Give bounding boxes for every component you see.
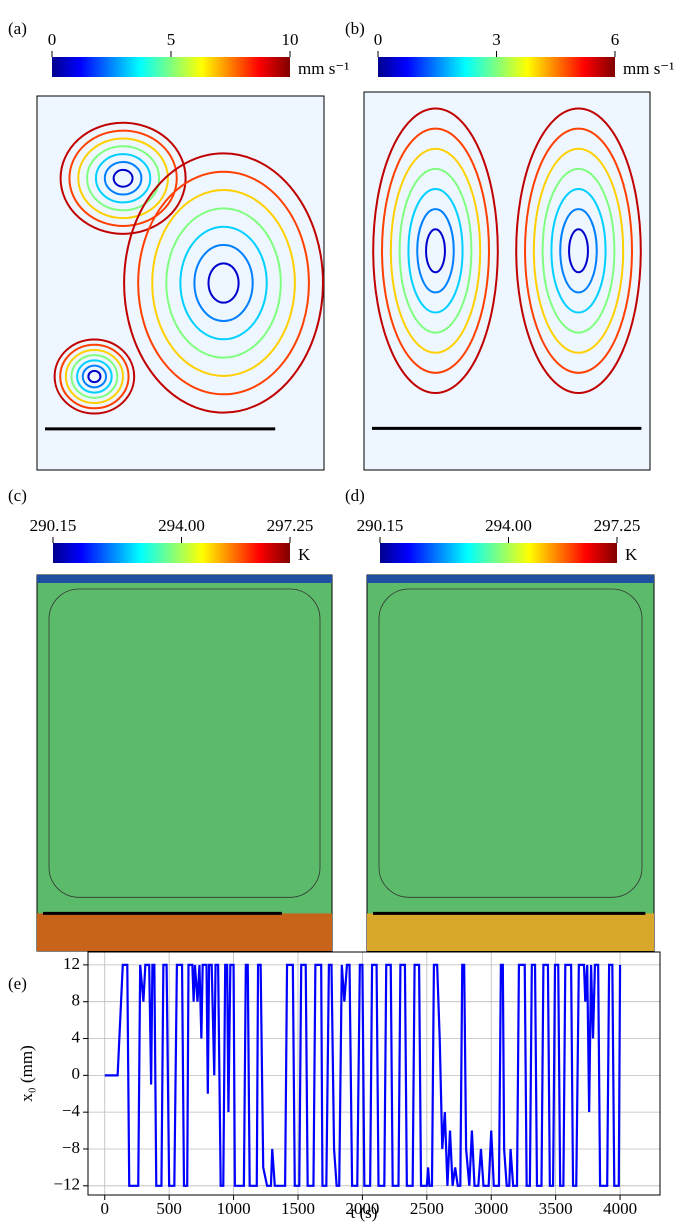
streamline bbox=[559, 208, 598, 294]
streamline bbox=[59, 343, 130, 410]
x-tick-label: 3500 bbox=[539, 1199, 573, 1218]
streamline bbox=[137, 170, 310, 396]
colorbar-tick-label: 3 bbox=[492, 30, 501, 49]
y-tick-label: 4 bbox=[72, 1027, 81, 1046]
streamline bbox=[112, 168, 134, 188]
colorbar-tick-label: 290.15 bbox=[357, 516, 404, 535]
x-tick-label: 4000 bbox=[603, 1199, 637, 1218]
colorbar-unit: K bbox=[625, 545, 638, 564]
streamline bbox=[372, 107, 499, 394]
colorbar bbox=[380, 543, 617, 563]
y-tick-label: 0 bbox=[72, 1064, 81, 1083]
streamline bbox=[524, 127, 633, 374]
y-tick-label: 12 bbox=[63, 954, 80, 973]
colorbar-tick-label: 0 bbox=[48, 30, 57, 49]
colorbar bbox=[53, 543, 290, 563]
y-tick-label: 8 bbox=[72, 991, 81, 1010]
streamline bbox=[416, 208, 455, 294]
streamline bbox=[103, 161, 143, 196]
streamline bbox=[389, 147, 482, 354]
streamline bbox=[123, 152, 324, 414]
streamline bbox=[151, 189, 296, 377]
colorbar-unit: mm s⁻¹ bbox=[298, 59, 349, 78]
streamline bbox=[53, 338, 136, 415]
streamline bbox=[87, 369, 102, 384]
panel-label: (b) bbox=[345, 19, 365, 38]
cold-layer bbox=[367, 575, 654, 583]
x-tick-label: 0 bbox=[100, 1199, 109, 1218]
streamline bbox=[407, 187, 464, 314]
colorbar-unit: K bbox=[298, 545, 311, 564]
streamline bbox=[68, 129, 178, 227]
streamline bbox=[86, 145, 161, 212]
data-line bbox=[104, 963, 622, 1187]
streamline bbox=[425, 228, 446, 274]
field-image bbox=[36, 95, 325, 471]
streamline bbox=[76, 359, 113, 394]
streamline bbox=[532, 147, 625, 354]
streamline bbox=[59, 121, 187, 235]
field-image bbox=[366, 574, 655, 952]
y-axis-label: x₀ (mm) bbox=[17, 1045, 36, 1101]
colorbar-tick-label: 297.25 bbox=[267, 516, 314, 535]
x-tick-label: 2000 bbox=[345, 1199, 379, 1218]
field-background bbox=[366, 574, 655, 952]
colorbar-unit: mm s⁻¹ bbox=[623, 59, 674, 78]
cold-layer bbox=[37, 575, 332, 583]
colorbar-tick-label: 294.00 bbox=[485, 516, 532, 535]
y-tick-label: −12 bbox=[53, 1175, 80, 1194]
x-tick-label: 3000 bbox=[474, 1199, 508, 1218]
panel-label: (e) bbox=[8, 974, 27, 993]
colorbar-tick-label: 10 bbox=[282, 30, 299, 49]
hot-layer bbox=[37, 913, 332, 951]
hot-layer bbox=[367, 913, 654, 951]
streamline bbox=[398, 167, 473, 334]
streamline bbox=[568, 228, 589, 274]
streamline bbox=[77, 137, 169, 220]
streamline bbox=[193, 244, 254, 322]
plot-frame bbox=[87, 951, 661, 1196]
streamline bbox=[207, 262, 240, 304]
streamline bbox=[165, 207, 282, 359]
field-image bbox=[36, 574, 333, 952]
colorbar-tick-label: 297.25 bbox=[594, 516, 641, 535]
x-axis-label: t (s) bbox=[351, 1203, 378, 1222]
colorbar bbox=[52, 57, 290, 77]
panel-label: (c) bbox=[8, 486, 27, 505]
x-tick-label: 500 bbox=[156, 1199, 182, 1218]
streamline bbox=[381, 127, 490, 374]
isotherm bbox=[378, 588, 643, 898]
streamline bbox=[81, 364, 108, 389]
streamline bbox=[70, 354, 119, 399]
isotherm bbox=[48, 588, 321, 898]
streamline bbox=[64, 348, 124, 405]
colorbar-tick-label: 5 bbox=[167, 30, 176, 49]
colorbar bbox=[378, 57, 615, 77]
streamline bbox=[550, 187, 607, 314]
x-tick-label: 1000 bbox=[217, 1199, 251, 1218]
field-image bbox=[363, 91, 651, 471]
field-background bbox=[36, 574, 333, 952]
colorbar-tick-label: 6 bbox=[611, 30, 620, 49]
streamline bbox=[94, 153, 152, 204]
streamline bbox=[541, 167, 616, 334]
y-tick-label: −8 bbox=[62, 1138, 80, 1157]
x-tick-label: 1500 bbox=[281, 1199, 315, 1218]
streamline bbox=[515, 107, 642, 394]
colorbar-tick-label: 290.15 bbox=[30, 516, 77, 535]
panel-label: (d) bbox=[345, 486, 365, 505]
colorbar-tick-label: 294.00 bbox=[158, 516, 205, 535]
y-tick-label: −4 bbox=[62, 1101, 81, 1120]
panel-label: (a) bbox=[8, 19, 27, 38]
colorbar-tick-label: 0 bbox=[374, 30, 383, 49]
streamline bbox=[179, 225, 268, 341]
x-tick-label: 2500 bbox=[410, 1199, 444, 1218]
